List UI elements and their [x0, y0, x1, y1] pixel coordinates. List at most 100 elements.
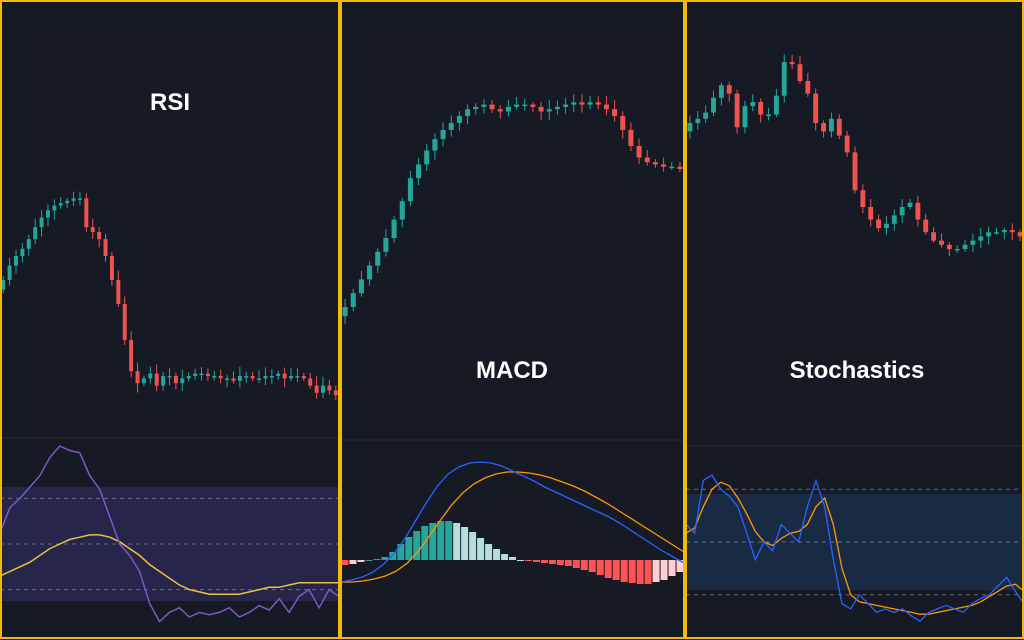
macd-candle: [358, 279, 364, 294]
stochastics-candle: [876, 219, 882, 228]
macd-candle: [497, 109, 503, 112]
macd-hist-bar: [660, 560, 668, 580]
stochastics-candle: [687, 123, 693, 132]
macd-candle: [424, 150, 430, 165]
stochastics-candle: [805, 81, 811, 94]
rsi-candle: [7, 265, 12, 280]
stochastics-candle: [1001, 230, 1007, 233]
macd-candle: [416, 164, 422, 179]
rsi-candle: [244, 376, 249, 378]
stochastics-candle: [907, 202, 913, 207]
rsi-candle: [116, 280, 121, 304]
rsi-candle: [205, 373, 210, 376]
rsi-candle: [90, 227, 95, 232]
rsi-candle: [97, 232, 102, 240]
macd-candle: [595, 102, 601, 105]
macd-candle: [628, 129, 634, 146]
rsi-candle: [141, 378, 146, 384]
macd-candle: [375, 251, 381, 266]
rsi-candle: [289, 376, 294, 379]
macd-hist-bar: [381, 557, 389, 560]
macd-candle: [669, 166, 675, 169]
macd-hist-bar: [461, 527, 469, 560]
macd-hist-bar: [493, 549, 501, 560]
rsi-candle: [212, 376, 217, 378]
macd-hist-bar: [397, 544, 405, 560]
macd-hist-bar: [469, 532, 477, 560]
macd-title: MACD: [476, 357, 548, 384]
stochastics-candle: [844, 135, 850, 153]
rsi-candle: [250, 376, 255, 379]
stochastics-candle: [750, 102, 756, 107]
rsi-candle: [231, 378, 236, 381]
macd-hist-bar: [652, 560, 660, 582]
macd-candle: [391, 219, 397, 238]
macd-hist-bar: [445, 521, 453, 560]
rsi-candle: [33, 227, 38, 240]
rsi-candle: [321, 385, 325, 393]
stochastics-k-line: [685, 474, 1024, 623]
stochastics-candle: [828, 118, 834, 132]
rsi-candle: [161, 376, 166, 386]
macd-candle: [456, 116, 462, 123]
stochastics-candle: [986, 232, 992, 237]
macd-hist-bar: [349, 560, 357, 564]
rsi-candle: [186, 376, 191, 379]
rsi-candle: [45, 210, 50, 218]
stochastics-frame: [685, 0, 1024, 639]
macd-candle: [399, 201, 405, 220]
macd-candle: [644, 157, 650, 163]
rsi-candle: [269, 376, 274, 378]
rsi-candle: [52, 205, 57, 211]
rsi-price-candles: [1, 191, 338, 401]
stochastics-candle: [781, 62, 787, 96]
rsi-candle: [276, 373, 281, 376]
rsi-candle: [193, 373, 198, 376]
macd-hist-bar: [516, 560, 524, 561]
rsi-candle: [129, 340, 134, 372]
rsi-candle: [71, 198, 76, 201]
rsi-frame: [0, 0, 340, 639]
macd-line: [340, 461, 685, 583]
stochastics-candle: [891, 215, 897, 224]
macd-candle: [514, 104, 520, 107]
rsi-candle: [84, 198, 89, 228]
macd-candle: [367, 265, 373, 280]
stochastics-candle: [836, 118, 842, 136]
macd-hist-bar: [572, 560, 580, 568]
rsi-candle: [218, 376, 223, 379]
stochastics-guides: [686, 488, 1024, 596]
macd-hist-bar: [389, 552, 397, 560]
rsi-candle: [20, 248, 25, 256]
macd-candle: [465, 109, 471, 117]
macd-hist-bar: [588, 560, 596, 572]
stochastics-candle: [868, 207, 874, 220]
stochastics-candle: [946, 244, 952, 249]
stochastics-candle: [766, 114, 771, 117]
stochastics-candle: [939, 240, 944, 245]
macd-candle: [489, 104, 495, 110]
macd-candle: [636, 146, 642, 158]
macd-hist-bar: [540, 560, 548, 563]
macd-candle: [603, 104, 609, 110]
macd-candle: [481, 104, 487, 107]
stochastics-candle: [711, 97, 716, 113]
macd-candle: [407, 178, 413, 202]
macd-hist-bar: [501, 554, 509, 560]
macd-hist-bar: [429, 523, 437, 560]
macd-candle: [522, 104, 528, 107]
macd-candle: [612, 109, 618, 117]
stochastics-candle: [852, 152, 858, 191]
macd-hist-bar: [612, 560, 620, 580]
rsi-candle: [308, 378, 313, 386]
macd-panel: MACD: [340, 93, 685, 584]
macd-candle: [563, 104, 569, 107]
macd-hist-bar: [620, 560, 628, 582]
macd-hist-bar: [556, 560, 564, 565]
stochastics-candle: [789, 62, 795, 65]
macd-hist-bar: [341, 560, 349, 565]
stochastics-candle: [742, 106, 748, 128]
macd-hist-bar: [405, 537, 413, 560]
rsi-candle: [237, 376, 242, 381]
macd-candle: [571, 102, 577, 105]
